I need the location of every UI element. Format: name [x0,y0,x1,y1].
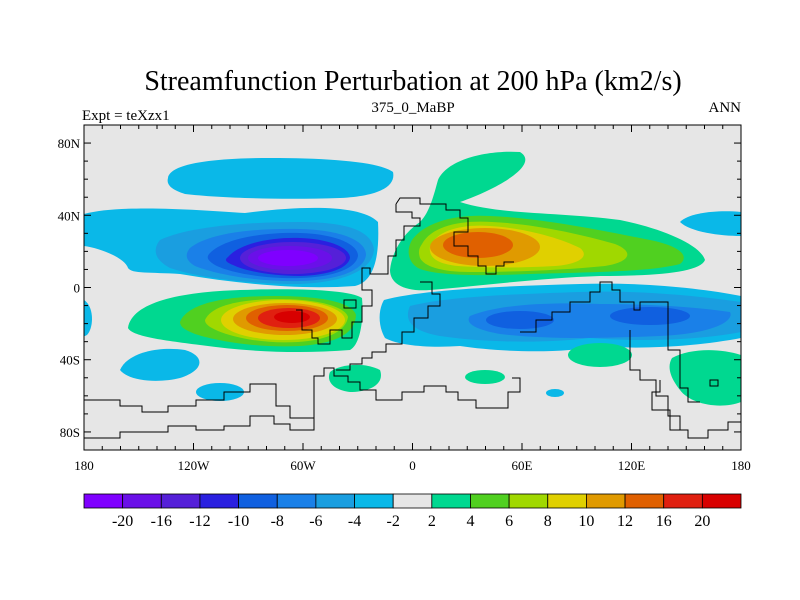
colorbar-label: 16 [656,513,672,530]
contour-arctic-minus2 [167,158,394,199]
contour-s-vortex-plus20 [274,311,310,323]
x-tick-label: 60E [512,458,533,473]
y-axis: 80N 40N 0 40S 80S [58,124,741,451]
contour-s-indian-plus2-a [465,370,505,384]
colorbar-label: 10 [578,513,594,530]
x-tick-label: 180 [731,458,751,473]
colorbar-label: -12 [189,513,210,530]
colorbar-swatch [624,493,665,509]
colorbar-label: -20 [112,513,133,530]
experiment-label: Expt = teXzx1 [82,108,170,124]
contour-ne-high-plus12 [443,232,513,258]
coastline-south-east-b [629,330,681,430]
contour-s-band-minus8-a [486,311,554,329]
contour-nw-pacific-minus2 [680,211,741,236]
chart-title: Streamfunction Perturbation at 200 hPa (… [144,66,681,97]
colorbar-label: 2 [428,513,436,530]
contour-sw-pacific-minus2 [84,300,92,336]
colorbar-label: -8 [271,513,284,530]
colorbar-swatch [315,493,355,509]
coastline-north-east [395,197,514,275]
season-label: ANN [709,100,742,116]
colorbar-label: 6 [505,513,513,530]
x-tick-label: 120W [178,458,211,473]
colorbar-swatch [238,493,278,509]
colorbar-label: -6 [309,513,322,530]
x-axis: 180 120W 60W 0 60E 120E 180 [74,125,751,473]
x-tick-label: 60W [290,458,316,473]
contour-s-indian-minus2-small [546,389,564,397]
colorbar-label: 4 [466,513,474,530]
colorbar-swatch [701,493,742,509]
contour-s-pacific-minus2-small [196,383,244,401]
colorbar-swatch [470,493,510,509]
colorbar-swatch [276,493,317,509]
colorbar-swatch [354,493,394,509]
colorbar-swatch [122,493,162,509]
coastline-south-central [313,367,521,418]
y-tick-label: 40S [60,353,80,368]
contour-s-indian-plus2-b [568,343,632,367]
colorbar-swatch [547,493,587,509]
y-tick-label: 0 [74,281,81,296]
x-tick-label: 120E [618,458,646,473]
contour-s-atlantic-plus2 [328,364,381,392]
coastline-antarctic-east [651,380,741,439]
x-tick-label: 0 [409,458,416,473]
contour-s-band-minus8-b [610,307,690,325]
colorbar: -20 -16 -12 -10 -8 -6 -4 -2 2 4 6 8 10 12 16 20 [83,493,742,530]
x-tick-label: 180 [74,458,94,473]
contour-n-vortex-minus20 [258,250,318,266]
contour-ne-minor-plus2 [156,327,174,333]
colorbar-label: 8 [544,513,552,530]
colorbar-label: 20 [694,513,710,530]
colorbar-label: -4 [348,513,361,530]
contour-s-pacific-plus2-east [669,350,741,406]
colorbar-swatch [431,493,471,509]
coastline-africa-india [336,281,441,371]
colorbar-label: -2 [387,513,400,530]
colorbar-label: 12 [617,513,633,530]
colorbar-swatch [392,493,433,509]
coastline-north-continent [296,204,421,345]
y-tick-label: 40N [58,208,81,223]
colorbar-swatch [663,493,703,509]
contour-s-pacific-minus2 [120,348,200,381]
colorbar-swatch [586,493,626,509]
coastline-south-east-a [520,281,700,403]
colorbar-label: -10 [228,513,249,530]
y-tick-label: 80S [60,425,80,440]
coastline-small-islands [343,299,719,387]
colorbar-swatch [199,493,239,509]
colorbar-label: -16 [151,513,172,530]
y-tick-label: 80N [58,136,81,151]
coastline-south-shelf [84,383,315,439]
colorbar-swatch [83,493,124,509]
coastline-layer [84,197,741,439]
period-label: 375_0_MaBP [371,100,454,116]
colorbar-swatch [508,493,549,509]
colorbar-swatch [160,493,201,509]
